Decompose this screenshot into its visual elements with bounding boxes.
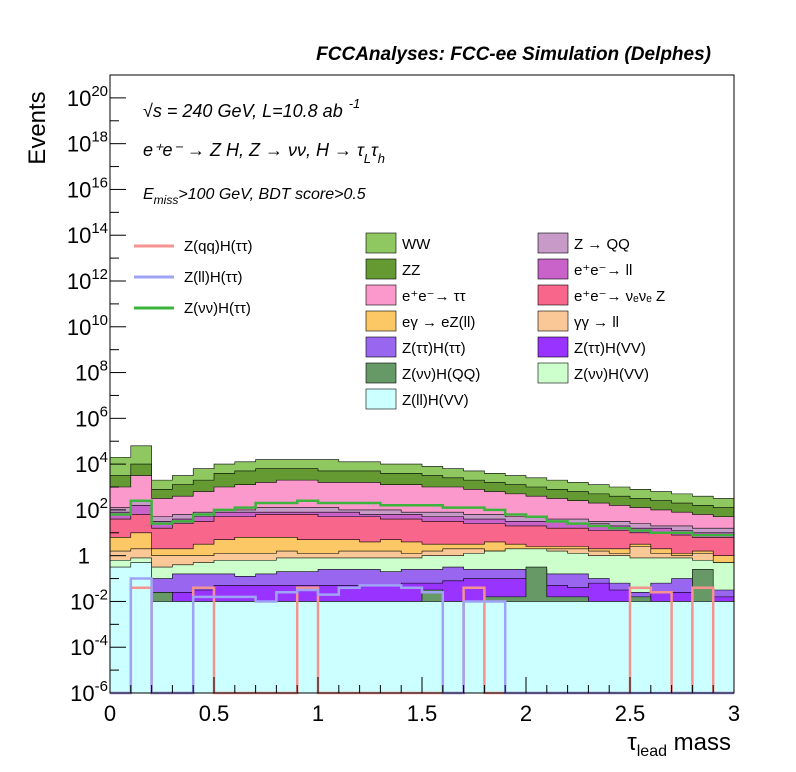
legend-fill-label: Z(νν)H(QQ): [402, 366, 480, 383]
annotation-lumi-exp: -1: [349, 96, 361, 111]
legend: Z(qq)H(ττ) Z(ll)H(ττ) Z(νν)H(ττ) WW Z → QQ ZZ…: [134, 232, 665, 410]
legend-fill-label: γγ → ll: [574, 314, 619, 331]
stack-z-ll-h-vv-: [109, 562, 735, 694]
legend-fill-swatch: [537, 310, 569, 332]
legend-fill-swatch: [365, 284, 397, 306]
line-z-h-: [110, 499, 734, 537]
legend-fill-swatch: [537, 336, 569, 358]
axis-ticks: 0 0.5 1 1.5 2 2.5 3 1020 1018 1016 1014 1012 1010 108…: [67, 74, 740, 726]
legend-fill-swatch: [537, 232, 569, 254]
legend-fill-label: e⁺e⁻→ ττ: [402, 288, 466, 305]
annotation-process-mid: τ: [371, 140, 379, 160]
annotation-lumi: = 240 GeV, L=10.8 ab: [162, 101, 343, 121]
annotation-sqrt: √s: [143, 101, 162, 121]
legend-fill-label: Z(ττ)H(ττ): [402, 340, 466, 357]
legend-fill-label: Z(ττ)H(VV): [574, 340, 646, 357]
annotation-energy: √s = 240 GeV, L=10.8 ab -1: [143, 96, 360, 121]
legend-fill-label: Z(ll)H(VV): [402, 392, 469, 409]
x-tick-label: 0: [104, 701, 116, 726]
legend-fill-swatch: [365, 258, 397, 280]
legend-fill-label: WW: [402, 236, 431, 253]
x-tick-label: 1.5: [407, 701, 438, 726]
x-tick-label: 3: [728, 701, 740, 726]
x-axis-label-rest: mass: [667, 729, 731, 756]
legend-fill-swatch: [537, 284, 569, 306]
y-tick-label: 1016: [67, 174, 108, 202]
y-tick-label: 1: [78, 544, 90, 569]
legend-fill-label: ZZ: [402, 262, 420, 279]
legend-fill-label: Z → QQ: [574, 236, 630, 253]
y-tick-label: 102: [75, 495, 108, 523]
annotation-process-sub1: L: [364, 151, 371, 166]
annotation-process: e⁺e⁻ → Z H, Z → νν, H → τLτh: [143, 140, 385, 166]
y-axis-label: Events: [24, 91, 51, 164]
y-tick-label: 104: [75, 449, 108, 477]
y-tick-label: 1020: [67, 83, 108, 111]
legend-fill-label: e⁺e⁻→ νₑνₑ Z: [574, 288, 665, 305]
annotation-cuts-E: E: [143, 186, 154, 203]
annotation-process-main: e⁺e⁻ → Z H, Z → νν, H → τ: [143, 140, 365, 160]
x-axis-label-main: τ: [627, 729, 637, 756]
y-tick-label: 10-6: [70, 678, 108, 706]
legend-line-label: Z(ll)H(ττ): [184, 269, 243, 286]
x-axis-label-sub: lead: [637, 743, 667, 760]
x-tick-label: 2: [520, 701, 532, 726]
legend-fill-swatch: [365, 362, 397, 384]
y-tick-label: 1018: [67, 129, 108, 157]
y-tick-label: 106: [75, 403, 108, 431]
y-tick-label: 1012: [67, 266, 108, 294]
annotation-cuts: Emiss>100 GeV, BDT score>0.5: [143, 186, 366, 207]
legend-fill-swatch: [365, 310, 397, 332]
legend-fill-label: e⁺e⁻→ ll: [574, 262, 632, 279]
y-tick-label: 10-4: [70, 632, 108, 660]
legend-fill-label: Z(νν)H(VV): [574, 366, 649, 383]
legend-fill-swatch: [537, 258, 569, 280]
legend-fill-swatch: [365, 232, 397, 254]
annotation-cuts-sub: miss: [154, 193, 179, 207]
stacked-histogram: [109, 445, 735, 694]
legend-line-label: Z(qq)H(ττ): [184, 238, 253, 255]
x-tick-label: 2.5: [615, 701, 646, 726]
legend-fill-swatch: [537, 362, 569, 384]
y-tick-label: 108: [75, 358, 108, 386]
x-tick-label: 1: [312, 701, 324, 726]
chart-title: FCCAnalyses: FCC-ee Simulation (Delphes): [316, 44, 711, 65]
x-tick-label: 0.5: [199, 701, 230, 726]
legend-fill-swatch: [365, 336, 397, 358]
legend-line-label: Z(νν)H(ττ): [184, 300, 251, 317]
x-axis-label: τlead mass: [627, 729, 731, 760]
legend-fill-swatch: [365, 388, 397, 410]
y-tick-label: 1014: [67, 220, 108, 248]
y-tick-label: 1010: [67, 312, 108, 340]
annotation-process-sub2: h: [378, 151, 385, 166]
legend-fill-label: eγ → eZ(ll): [402, 314, 475, 331]
y-tick-label: 10-2: [70, 586, 108, 614]
annotation-cuts-rest: >100 GeV, BDT score>0.5: [178, 186, 365, 203]
